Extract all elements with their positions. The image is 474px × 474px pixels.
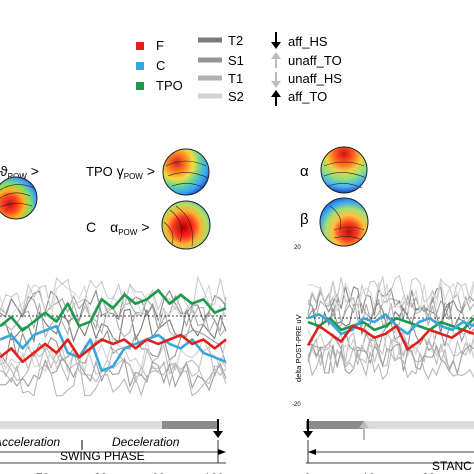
arrow-down-gray-icon <box>271 72 281 88</box>
legend-regions: F C TPO <box>136 38 183 93</box>
trial-trace <box>307 348 474 381</box>
legend-swatch-f <box>136 42 144 50</box>
label-deceleration: Deceleration <box>112 435 180 449</box>
trial-trace <box>0 360 227 397</box>
right-plot: 20 -20 delta POST-PRE uV <box>292 245 474 408</box>
left-tick-90: 90 <box>152 471 166 474</box>
right-tick-0: 0 <box>304 471 311 474</box>
left-tick-100: 100 <box>204 471 224 474</box>
right-trial-traces <box>307 275 474 381</box>
right-phase-bar: STANC 0 10 20 <box>303 419 474 474</box>
trial-trace <box>0 343 227 378</box>
legend-label-unaff-hs: unaff_HS <box>288 71 342 86</box>
legend-events: aff_HS unaff_TO unaff_HS aff_TO <box>271 32 342 106</box>
legend-label-s2: S2 <box>228 89 244 104</box>
left-region-traces <box>0 288 227 373</box>
trial-trace <box>307 280 474 314</box>
trial-trace <box>0 356 227 392</box>
trial-trace <box>0 347 227 385</box>
arrow-up-gray-icon <box>271 52 281 68</box>
right-tick-20: 20 <box>422 471 436 474</box>
label-theta-pow: ϑPOW > <box>0 163 39 181</box>
label-acceleration: Acceleration <box>0 435 60 449</box>
arrow-up-gray-icon <box>359 421 369 440</box>
trial-trace <box>0 275 227 314</box>
legend: F C TPO T2 S1 T1 S2 aff_HS <box>136 32 342 106</box>
right-ytick-max: 20 <box>294 245 301 251</box>
right-tick-10: 10 <box>362 471 376 474</box>
legend-trials: T2 S1 T1 S2 <box>198 33 244 104</box>
arrow-up-black-icon <box>271 90 281 106</box>
topomap-alpha-pow <box>161 200 211 250</box>
legend-label-tpo: TPO <box>156 78 183 93</box>
left-tick-70: 70 <box>36 471 50 474</box>
topomap-theta <box>0 176 38 220</box>
series-line-c <box>307 312 474 336</box>
legend-label-unaff-to: unaff_TO <box>288 53 342 68</box>
legend-label-c: C <box>156 58 165 73</box>
left-plot <box>0 275 227 397</box>
topomap-gamma <box>162 148 210 196</box>
arrow-down-black-icon <box>303 419 313 438</box>
topomap-alpha <box>320 146 368 194</box>
legend-swatch-tpo <box>136 82 144 90</box>
legend-label-aff-to: aff_TO <box>288 89 327 104</box>
series-line-f <box>306 324 474 351</box>
legend-swatch-c <box>136 62 144 70</box>
label-swing-phase: SWING PHASE <box>60 449 145 463</box>
trial-trace <box>0 336 227 373</box>
topomap-beta <box>319 197 369 247</box>
label-stance-phase: STANC <box>432 459 472 473</box>
right-phase-segment-dark <box>306 421 364 429</box>
left-phase-arrowhead <box>218 449 226 455</box>
right-ytick-min: -20 <box>292 402 301 408</box>
series-line-tpo <box>307 316 474 332</box>
left-phase-bar: Acceleration Deceleration SWING PHASE 70… <box>0 419 226 474</box>
legend-label-f: F <box>156 38 164 53</box>
series-line-f <box>0 333 227 364</box>
right-ylabel: delta POST-PRE uV <box>294 314 303 382</box>
label-tpo-gamma-pow: TPO γPOW > <box>86 163 155 181</box>
legend-label-aff-hs: aff_HS <box>288 34 328 49</box>
left-phase-segment-light <box>0 421 162 429</box>
left-tick-80: 80 <box>94 471 108 474</box>
series-line-tpo <box>0 288 227 332</box>
legend-label-s1: S1 <box>228 53 244 68</box>
trial-trace <box>0 288 227 323</box>
trial-trace <box>307 275 474 308</box>
right-phase-segment-light <box>364 421 474 429</box>
legend-label-t1: T1 <box>228 71 243 86</box>
left-phase-segment-dark <box>162 421 218 429</box>
legend-label-t2: T2 <box>228 33 243 48</box>
right-region-traces <box>306 312 474 351</box>
label-alpha: α <box>300 163 309 180</box>
label-beta: β <box>300 211 309 228</box>
trial-trace <box>0 329 227 365</box>
arrow-down-black-icon <box>213 419 223 438</box>
arrow-down-black-icon <box>271 32 281 49</box>
